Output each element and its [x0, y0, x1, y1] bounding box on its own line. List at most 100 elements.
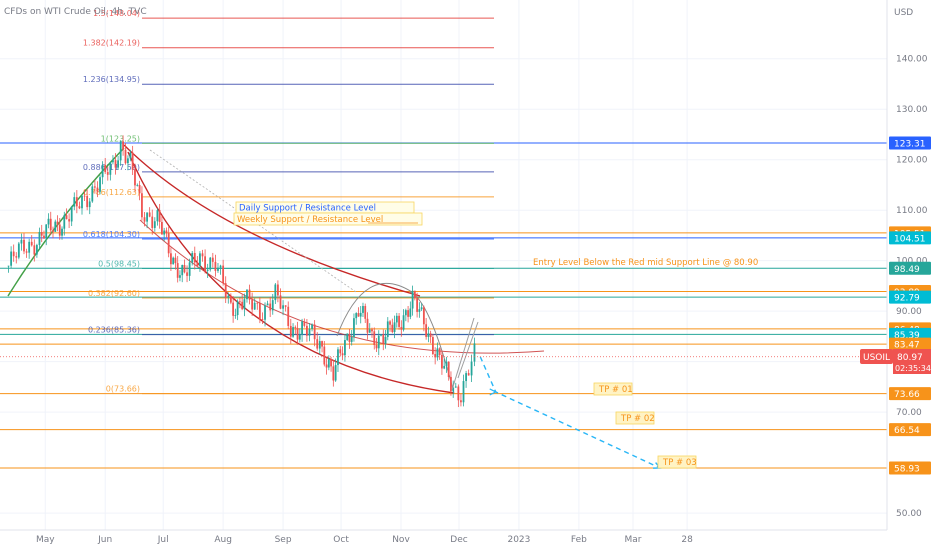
- candle-body: [420, 307, 423, 310]
- candle-body: [146, 212, 148, 222]
- candle-body: [241, 301, 244, 310]
- wedge-line-2: [457, 321, 479, 379]
- x-tick-label: 28: [681, 535, 693, 545]
- candle-body: [251, 299, 254, 310]
- candle-body: [83, 195, 86, 197]
- candle-body: [450, 376, 452, 392]
- candle-body: [61, 228, 63, 236]
- candle-body: [112, 160, 114, 163]
- candle-body: [99, 177, 101, 192]
- chart-title: CFDs on WTI Crude Oil, 4h, TVC: [4, 7, 147, 17]
- candle-body: [91, 186, 94, 202]
- tp2-label: TP # 02: [615, 411, 655, 425]
- x-tick-label: Oct: [333, 535, 349, 545]
- candle-body: [214, 261, 217, 271]
- candle-body: [227, 295, 230, 298]
- candle-body: [243, 299, 246, 310]
- candle-body: [106, 172, 109, 175]
- candle-body: [129, 152, 132, 159]
- candle-body: [454, 386, 457, 388]
- annotation-entry-level: Entry Level Below the Red mid Support Li…: [533, 258, 758, 268]
- x-tick-label: May: [36, 535, 55, 545]
- price-badges: 123.31105.51104.5198.4993.8992.7986.4885…: [889, 136, 931, 475]
- candle-body: [269, 303, 272, 311]
- channel-curves: [7, 144, 545, 394]
- candle-body: [467, 373, 470, 376]
- candle-body: [427, 333, 430, 337]
- candle-body: [156, 210, 159, 222]
- candle-body: [282, 305, 284, 309]
- candle-body: [404, 310, 407, 316]
- current-price-value: 80.97: [897, 353, 923, 363]
- x-tick-label: Jun: [97, 535, 112, 545]
- current-price-badge[interactable]: USOIL 80.97 02:35:34: [860, 349, 931, 374]
- candle-body: [45, 224, 48, 239]
- svg-text:TP # 01: TP # 01: [598, 385, 633, 395]
- candle-body: [355, 313, 358, 319]
- candle-body: [284, 305, 287, 307]
- candle-body: [364, 306, 367, 319]
- candle-body: [38, 231, 41, 245]
- candle-body: [380, 334, 382, 336]
- price-badge-label: 73.66: [894, 390, 920, 400]
- candle-body: [311, 324, 313, 329]
- candle-body: [122, 141, 124, 150]
- candle-body: [47, 218, 50, 225]
- y-tick-label: 130.00: [896, 105, 928, 115]
- candle-body: [196, 262, 199, 266]
- candle-body: [274, 284, 277, 301]
- candle-body: [353, 318, 355, 338]
- x-tick-label: Jul: [157, 535, 169, 545]
- candle-body: [292, 327, 294, 337]
- candle-body: [65, 215, 68, 220]
- price-badge-label: 98.49: [894, 265, 920, 275]
- candle-body: [362, 306, 364, 313]
- candle-body: [429, 333, 432, 338]
- candle-body: [465, 373, 467, 382]
- price-badge: [889, 290, 931, 304]
- candle-body: [181, 265, 184, 276]
- candles: [7, 135, 476, 408]
- candle-body: [425, 324, 428, 337]
- candle-body: [350, 337, 353, 342]
- candle-body: [209, 257, 212, 270]
- candle-body: [447, 361, 450, 377]
- fib-level-label: 0.5(98.45): [98, 259, 140, 268]
- candle-body: [470, 361, 473, 376]
- y-tick-label: 50.00: [896, 509, 922, 519]
- y-tick-label: 120.00: [896, 156, 928, 166]
- candle-body: [7, 265, 10, 267]
- candle-body: [143, 217, 146, 222]
- candle-body: [75, 197, 78, 207]
- candle-body: [386, 321, 389, 337]
- candle-body: [246, 289, 248, 300]
- candle-body: [253, 302, 256, 310]
- candle-body: [438, 348, 441, 355]
- price-badge: [889, 231, 931, 245]
- candle-body: [407, 310, 409, 317]
- candle-body: [359, 312, 362, 317]
- candle-body: [258, 302, 261, 320]
- price-badge: [889, 136, 931, 150]
- candle-body: [321, 341, 323, 347]
- fib-level-label: 0.236(85.36): [88, 326, 140, 335]
- candle-body: [323, 346, 326, 365]
- candle-body: [70, 206, 73, 222]
- candle-body: [271, 300, 274, 311]
- candle-body: [432, 337, 434, 355]
- candle-body: [136, 184, 139, 186]
- candle-body: [400, 326, 403, 330]
- candle-body: [43, 235, 45, 239]
- red-upper-curve: [123, 144, 421, 297]
- candle-body: [78, 206, 81, 209]
- candle-body: [327, 359, 330, 368]
- candle-body: [219, 265, 222, 268]
- candle-body: [346, 333, 349, 341]
- candle-body: [179, 275, 181, 278]
- candle-body: [68, 219, 71, 222]
- price-badge-label: 85.39: [894, 331, 920, 341]
- candle-body: [457, 386, 460, 401]
- x-tick-label: Aug: [214, 535, 232, 545]
- candle-body: [413, 290, 416, 299]
